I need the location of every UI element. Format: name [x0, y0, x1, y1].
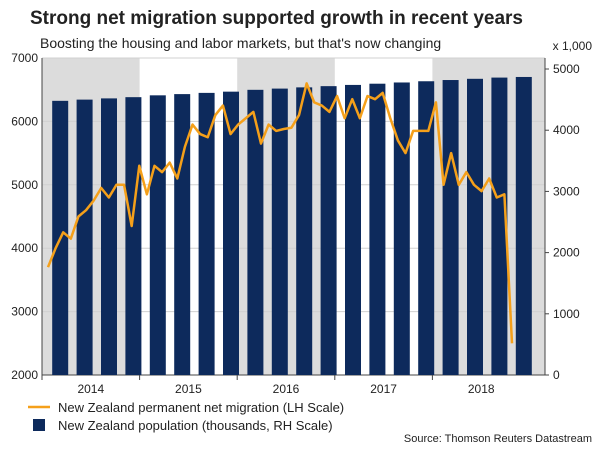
x-tick-label: 2016 [273, 382, 300, 396]
legend-label: New Zealand population (thousands, RH Sc… [58, 418, 333, 433]
x-tick-label: 2014 [77, 382, 104, 396]
y2-tick-label: 5000 [553, 62, 580, 76]
bar [223, 91, 239, 376]
bar [125, 97, 142, 376]
y-tick-label: 6000 [11, 114, 38, 128]
chart-subtitle: Boosting the housing and labor markets, … [40, 35, 441, 51]
bar [515, 76, 532, 375]
bar [174, 94, 191, 376]
bar [296, 87, 313, 376]
bar [491, 77, 508, 375]
bar [369, 83, 386, 376]
y-tick-label: 2000 [11, 368, 38, 382]
line [46, 82, 514, 344]
y2-tick-label: 2000 [553, 246, 580, 260]
x-tick-label: 2018 [468, 382, 495, 396]
bar [418, 81, 435, 376]
y2-tick-label: 1000 [553, 307, 580, 321]
x-tick-label: 2017 [370, 382, 397, 396]
bar [393, 82, 410, 376]
legend-swatch [33, 419, 45, 431]
y2-tick-label: 3000 [553, 184, 580, 198]
bar [345, 84, 361, 376]
bar [467, 78, 483, 376]
y-tick-label: 7000 [11, 51, 38, 65]
bar [149, 95, 166, 376]
y2-tick-label: 4000 [553, 123, 580, 137]
source: Source: Thomson Reuters Datastream [404, 433, 592, 445]
bar [271, 88, 288, 376]
bar [442, 80, 459, 376]
chart-title: Strong net migration supported growth in… [30, 8, 523, 29]
y-tick-label: 3000 [11, 305, 38, 319]
y2-unit: x 1,000 [553, 39, 593, 53]
bar [198, 92, 215, 376]
bar [320, 86, 337, 376]
legend-label: New Zealand permanent net migration (LH … [58, 400, 344, 415]
y2-tick-label: 0 [553, 368, 560, 382]
y-tick-label: 5000 [11, 178, 38, 192]
bar [76, 99, 93, 376]
bar [247, 89, 264, 376]
bar [101, 98, 117, 376]
x-tick-label: 2015 [175, 382, 202, 396]
y-tick-label: 4000 [11, 241, 38, 255]
